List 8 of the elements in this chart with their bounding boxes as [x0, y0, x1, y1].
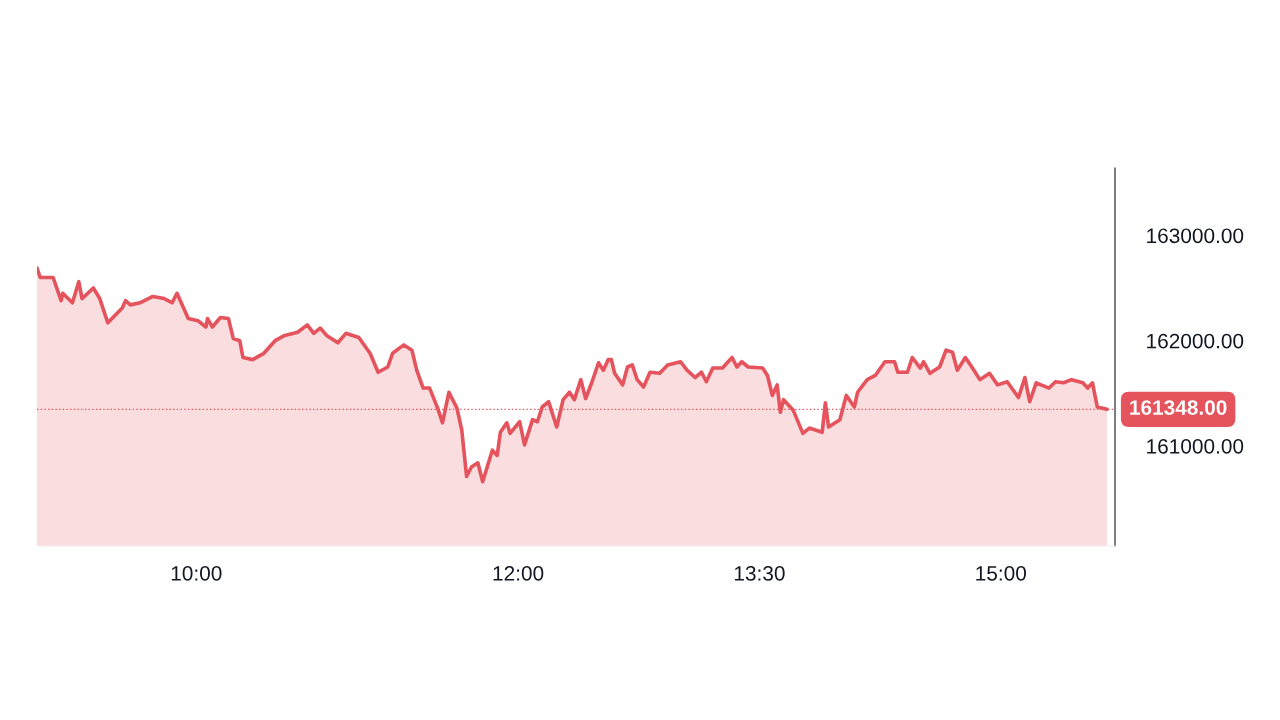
y-tick-label: 163000.00: [1147, 228, 1244, 244]
x-tick-label: 10:00: [171, 565, 222, 581]
x-tick-label: 12:00: [493, 565, 544, 581]
ref-line-label: 161348.00: [1130, 400, 1227, 415]
x-tick-label: 13:30: [734, 565, 785, 581]
y-tick-label: 161000.00: [1147, 438, 1244, 454]
y-tick-label: 162000.00: [1147, 333, 1244, 349]
x-tick-label: 15:00: [976, 565, 1027, 581]
